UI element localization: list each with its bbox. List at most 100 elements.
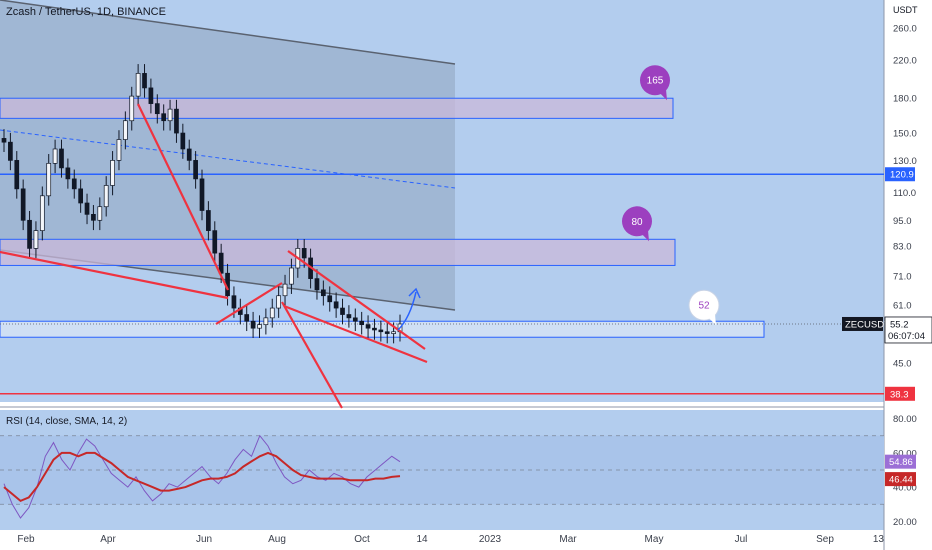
bubble-label: 165 [647,76,664,87]
channel-top-line [0,0,456,65]
candle-body [59,148,64,169]
price-tick-label: 110.0 [893,188,916,199]
rsi-tag [885,454,916,469]
candle-body [33,230,39,249]
candle-body [384,331,390,334]
candle-body [46,162,52,197]
currency-unit: USDT [893,5,918,15]
trend-line [215,282,283,325]
candle-body [218,252,224,274]
bubble-tail [659,89,667,101]
bubble-tail [708,314,716,326]
candle-body [193,160,198,180]
candle-body [263,317,269,326]
candle-body [142,73,147,89]
zone-box [0,97,674,119]
projection-arrow [397,291,417,331]
last-price-tag [884,316,932,344]
candle-body [269,307,275,319]
price-tag [885,167,915,182]
rsi-tag-label: 46.44 [889,475,913,486]
candle-body [52,148,58,164]
candle-body [321,289,326,297]
rsi-tick-label: 60.00 [893,448,917,459]
candle-body [123,120,128,140]
candle-body [276,295,281,309]
candle-body [110,160,115,186]
candle-body [84,202,90,215]
price-tag [885,386,915,401]
candle-body [372,327,377,331]
rsi-tick-label: 20.00 [893,517,917,528]
date-tick-label: 2023 [479,534,502,545]
candle-body [97,206,103,221]
candle-body [129,95,135,122]
price-tick-label: 45.0 [893,359,912,370]
price-tick-label: 220.0 [893,55,917,66]
candle-body [180,132,186,150]
price-tick-label: 130.0 [893,156,917,167]
price-tick-label: 83.0 [893,242,912,253]
date-tick-label: 14 [416,534,428,545]
candle-body [352,317,358,322]
rsi-tick-label: 80.00 [893,414,917,425]
price-tick-label: 71.0 [893,271,912,282]
label-bubble [622,206,652,237]
candle-body [154,103,160,115]
candle-body [186,148,192,161]
trend-line [281,301,343,409]
candle-body [206,210,211,231]
rsi-ma-line [3,451,401,503]
candle-body [116,139,122,161]
candle-body [282,283,288,297]
price-tag-label: 38.3 [890,389,909,400]
candle-body [340,307,345,315]
date-tick-label: Oct [354,534,370,545]
last-price-value: 55.2 [890,319,909,330]
candle-body [14,160,20,190]
candle-body [135,73,141,97]
bubble-label: 80 [631,217,643,228]
candle-body [365,324,371,329]
trend-line [0,250,229,300]
bubble-tail [641,230,649,242]
candle-body [1,138,7,143]
candle-body [212,230,218,254]
candle-body [314,278,320,291]
rsi-title: RSI (14, close, SMA, 14, 2) [6,416,128,427]
countdown-label: 06:07:04 [888,331,925,342]
candle-body [65,167,71,180]
candle-body [103,185,109,208]
price-tick-label: 150.0 [893,129,917,140]
chart-title: Zcash / TetherUS, 1D, BINANCE [6,6,166,18]
projection-arrowhead [408,287,421,299]
date-tick-label: Feb [17,534,35,545]
date-tick-label: May [645,534,664,545]
candle-body [174,108,179,134]
date-tick-label: Apr [100,534,116,545]
candle-body [39,195,45,231]
candle-body [378,329,384,333]
candle-body [78,188,83,204]
rsi-tag [885,472,916,487]
date-tick-label: Aug [268,534,286,545]
candle-body [327,295,333,303]
label-bubble [640,65,670,96]
candle-body [91,214,96,221]
candle-body [391,331,396,334]
rsi-tag-label: 54.86 [889,457,913,468]
price-tag-label: 120.9 [890,170,914,181]
candle-body [8,141,13,161]
date-tick-label: 13 [873,534,885,545]
candle-body [199,178,205,211]
candle-body [250,320,256,329]
candle-body [27,219,32,249]
candle-body [231,295,237,309]
date-tick-label: Jun [196,534,212,545]
time-axis [0,530,884,550]
candle-body [161,113,167,122]
candle-body [244,314,250,322]
zone-box [0,320,765,338]
date-tick-label: Jul [735,534,748,545]
